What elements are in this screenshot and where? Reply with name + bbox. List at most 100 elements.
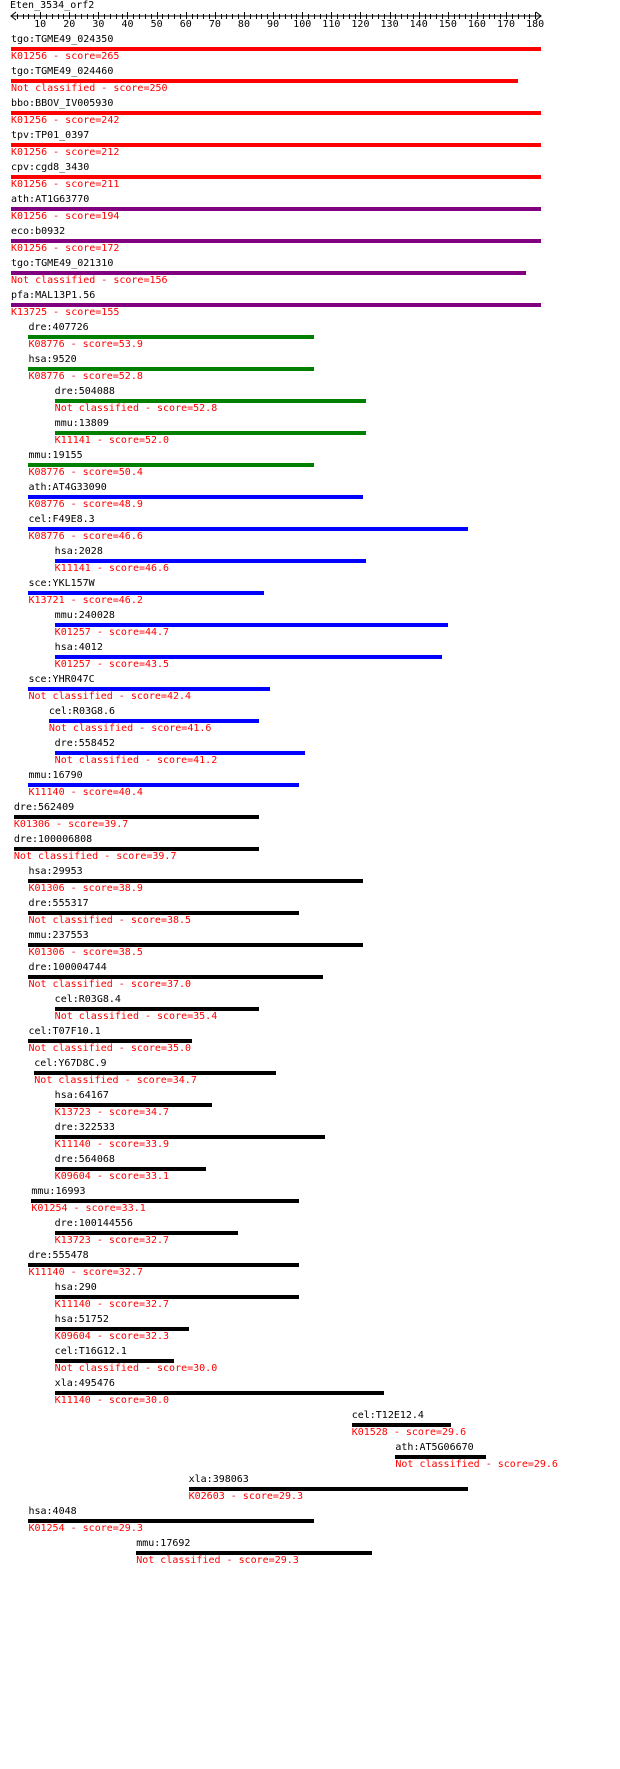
hit-alignment-bar[interactable] (28, 687, 271, 691)
hit-ko-score-link[interactable]: Not classified - score=35.0 (28, 1043, 192, 1054)
hit-alignment-bar[interactable] (28, 975, 323, 979)
hit-ko-score-link[interactable]: K01257 - score=43.5 (54, 659, 170, 670)
hit-ko-score-link[interactable]: Not classified - score=29.3 (136, 1555, 299, 1566)
hit-name-link[interactable]: mmu:19155 (28, 450, 83, 461)
hit-ko-score-link[interactable]: K01256 - score=194 (11, 211, 120, 222)
hit-name-link[interactable]: ath:AT1G63770 (11, 194, 90, 205)
hit-ko-score-link[interactable]: Not classified - score=39.7 (13, 851, 177, 862)
hit-alignment-bar[interactable] (13, 815, 259, 819)
hit-name-link[interactable]: cel:T07F10.1 (28, 1026, 101, 1037)
hit-ko-score-link[interactable]: K01306 - score=39.7 (13, 819, 129, 830)
hit-ko-score-link[interactable]: K01528 - score=29.6 (351, 1427, 467, 1438)
hit-ko-score-link[interactable]: K09604 - score=32.3 (54, 1331, 170, 1342)
hit-name-link[interactable]: tgo:TGME49_024460 (11, 66, 114, 77)
hit-ko-score-link[interactable]: Not classified - score=30.0 (54, 1363, 218, 1374)
hit-ko-score-link[interactable]: K08776 - score=52.8 (28, 371, 143, 382)
hit-name-link[interactable]: tgo:TGME49_024350 (11, 34, 114, 45)
hit-name-link[interactable]: dre:100144556 (54, 1218, 133, 1229)
hit-name-link[interactable]: hsa:29953 (28, 866, 83, 877)
hit-ko-score-link[interactable]: K13721 - score=46.2 (28, 595, 143, 606)
hit-ko-score-link[interactable]: K13725 - score=155 (11, 307, 120, 318)
hit-alignment-bar[interactable] (11, 111, 541, 115)
hit-name-link[interactable]: mmu:240028 (54, 610, 115, 621)
hit-alignment-bar[interactable] (28, 591, 265, 595)
hit-name-link[interactable]: pfa:MAL13P1.56 (11, 290, 96, 301)
hit-name-link[interactable]: hsa:51752 (54, 1314, 109, 1325)
hit-alignment-bar[interactable] (13, 847, 259, 851)
hit-ko-score-link[interactable]: Not classified - score=38.5 (28, 915, 192, 926)
hit-ko-score-link[interactable]: Not classified - score=156 (11, 275, 168, 286)
hit-name-link[interactable]: dre:322533 (54, 1122, 115, 1133)
hit-alignment-bar[interactable] (54, 1327, 189, 1331)
hit-alignment-bar[interactable] (54, 1103, 212, 1107)
hit-alignment-bar[interactable] (28, 495, 364, 499)
hit-alignment-bar[interactable] (11, 79, 518, 83)
hit-name-link[interactable]: ath:AT4G33090 (28, 482, 107, 493)
hit-ko-score-link[interactable]: K11140 - score=40.4 (28, 787, 143, 798)
hit-ko-score-link[interactable]: K01256 - score=242 (11, 115, 120, 126)
hit-name-link[interactable]: dre:564068 (54, 1154, 115, 1165)
hit-alignment-bar[interactable] (11, 271, 527, 275)
hit-alignment-bar[interactable] (28, 527, 469, 531)
hit-alignment-bar[interactable] (28, 911, 300, 915)
hit-alignment-bar[interactable] (54, 399, 367, 403)
hit-ko-score-link[interactable]: K11140 - score=32.7 (28, 1267, 143, 1278)
hit-ko-score-link[interactable]: K11141 - score=52.0 (54, 435, 170, 446)
hit-alignment-bar[interactable] (54, 751, 306, 755)
hit-alignment-bar[interactable] (395, 1455, 486, 1459)
hit-ko-score-link[interactable]: K01257 - score=44.7 (54, 627, 170, 638)
hit-ko-score-link[interactable]: K08776 - score=53.9 (28, 339, 143, 350)
hit-alignment-bar[interactable] (11, 143, 541, 147)
hit-ko-score-link[interactable]: K01256 - score=172 (11, 243, 120, 254)
hit-ko-score-link[interactable]: Not classified - score=34.7 (34, 1075, 197, 1086)
hit-ko-score-link[interactable]: K11140 - score=30.0 (54, 1395, 170, 1406)
hit-alignment-bar[interactable] (54, 1359, 175, 1363)
hit-name-link[interactable]: dre:555317 (28, 898, 89, 909)
hit-ko-score-link[interactable]: K11141 - score=46.6 (54, 563, 170, 574)
hit-ko-score-link[interactable]: Not classified - score=41.2 (54, 755, 218, 766)
hit-ko-score-link[interactable]: K01256 - score=212 (11, 147, 120, 158)
hit-ko-score-link[interactable]: Not classified - score=41.6 (48, 723, 212, 734)
hit-alignment-bar[interactable] (28, 1263, 300, 1267)
hit-alignment-bar[interactable] (28, 1519, 314, 1523)
hit-ko-score-link[interactable]: K13723 - score=32.7 (54, 1235, 170, 1246)
hit-name-link[interactable]: eco:b0932 (11, 226, 66, 237)
hit-alignment-bar[interactable] (351, 1423, 451, 1427)
hit-name-link[interactable]: xla:398063 (188, 1474, 249, 1485)
hit-ko-score-link[interactable]: K01254 - score=33.1 (31, 1203, 146, 1214)
hit-alignment-bar[interactable] (28, 783, 300, 787)
hit-name-link[interactable]: cel:Y67D8C.9 (34, 1058, 107, 1069)
hit-alignment-bar[interactable] (136, 1551, 373, 1555)
hit-alignment-bar[interactable] (28, 463, 314, 467)
hit-alignment-bar[interactable] (54, 1135, 326, 1139)
hit-name-link[interactable]: hsa:2028 (54, 546, 103, 557)
hit-alignment-bar[interactable] (28, 1039, 192, 1043)
hit-ko-score-link[interactable]: K01306 - score=38.9 (28, 883, 143, 894)
hit-name-link[interactable]: mmu:17692 (136, 1538, 191, 1549)
hit-name-link[interactable]: ath:AT5G06670 (395, 1442, 474, 1453)
hit-ko-score-link[interactable]: K01306 - score=38.5 (28, 947, 143, 958)
hit-ko-score-link[interactable]: K11140 - score=32.7 (54, 1299, 170, 1310)
hit-alignment-bar[interactable] (11, 207, 541, 211)
hit-ko-score-link[interactable]: Not classified - score=250 (11, 83, 168, 94)
hit-alignment-bar[interactable] (54, 431, 367, 435)
hit-alignment-bar[interactable] (11, 47, 541, 51)
hit-ko-score-link[interactable]: K13723 - score=34.7 (54, 1107, 170, 1118)
hit-name-link[interactable]: dre:407726 (28, 322, 89, 333)
hit-ko-score-link[interactable]: Not classified - score=29.6 (395, 1459, 558, 1470)
hit-name-link[interactable]: mmu:16993 (31, 1186, 86, 1197)
hit-name-link[interactable]: mmu:13809 (54, 418, 109, 429)
hit-alignment-bar[interactable] (54, 1295, 300, 1299)
hit-name-link[interactable]: hsa:4012 (54, 642, 103, 653)
hit-ko-score-link[interactable]: K08776 - score=46.6 (28, 531, 143, 542)
hit-ko-score-link[interactable]: Not classified - score=37.0 (28, 979, 192, 990)
hit-alignment-bar[interactable] (54, 655, 442, 659)
hit-alignment-bar[interactable] (54, 1167, 207, 1171)
hit-ko-score-link[interactable]: K01254 - score=29.3 (28, 1523, 143, 1534)
hit-name-link[interactable]: bbo:BBOV_IV005930 (11, 98, 114, 109)
hit-ko-score-link[interactable]: K09604 - score=33.1 (54, 1171, 170, 1182)
hit-name-link[interactable]: dre:100006808 (13, 834, 93, 845)
hit-name-link[interactable]: hsa:290 (54, 1282, 97, 1293)
hit-alignment-bar[interactable] (31, 1199, 300, 1203)
hit-alignment-bar[interactable] (28, 879, 364, 883)
